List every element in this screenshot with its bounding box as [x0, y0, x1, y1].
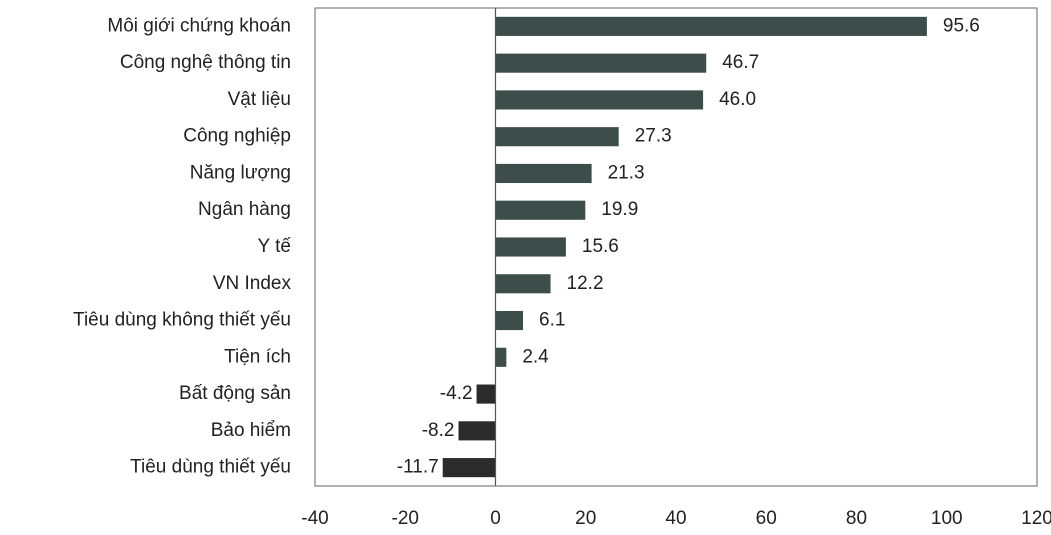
plot-area	[314, 7, 1038, 487]
value-label: 27.3	[635, 126, 672, 147]
value-label: 12.2	[567, 273, 604, 294]
category-label: Tiện ích	[224, 346, 291, 367]
value-label: 95.6	[943, 15, 980, 36]
category-label: Công nghiệp	[183, 126, 291, 147]
bar	[495, 53, 707, 73]
x-tick-label: 60	[756, 508, 777, 529]
category-label: Công nghệ thông tin	[120, 52, 291, 73]
value-label: 6.1	[539, 310, 565, 331]
category-label: Năng lượng	[190, 162, 291, 183]
x-tick-label: -40	[301, 508, 328, 529]
bar	[495, 347, 507, 367]
value-labels: 95.6 46.7 46.0 27.3 21.3 19.9 15.6 12.26.1 2.4 -4…	[397, 15, 980, 477]
bar	[495, 237, 566, 257]
category-label: Bảo hiểm	[211, 420, 291, 441]
x-tick-label: 80	[846, 508, 867, 529]
category-label: Vật liệu	[228, 89, 291, 110]
value-label: -11.7	[397, 457, 439, 478]
x-tick-label: 40	[665, 508, 686, 529]
category-label: Y tế	[258, 236, 292, 257]
bar	[476, 384, 496, 404]
bar	[495, 163, 592, 184]
category-label: Bất động sản	[179, 383, 291, 404]
category-label: VN Index	[213, 273, 292, 294]
x-tick-labels: -40 -20 0 20 40 60 80 100 120	[301, 508, 1051, 529]
value-label: 46.7	[722, 52, 759, 73]
bar	[495, 200, 586, 220]
bar	[495, 90, 704, 110]
value-label: -8.2	[422, 420, 455, 441]
category-label: Tiêu dùng thiết yếu	[130, 457, 291, 478]
bar	[442, 458, 496, 478]
value-label: 19.9	[601, 199, 638, 220]
value-label: 2.4	[522, 346, 549, 367]
bar	[495, 310, 524, 331]
value-label: 15.6	[582, 236, 619, 257]
bar	[458, 421, 496, 441]
value-label: 21.3	[608, 162, 645, 183]
x-tick-label: -20	[392, 508, 419, 529]
category-label: Ngân hàng	[198, 199, 291, 220]
value-label: -4.2	[440, 383, 473, 404]
category-labels: Môi giới chứng khoán Công nghệ thông tin V…	[73, 15, 291, 477]
bar	[495, 127, 619, 147]
category-label: Môi giới chứng khoán	[107, 15, 291, 36]
x-tick-label: 120	[1021, 508, 1051, 529]
category-label: Tiêu dùng không thiết yếu	[73, 310, 291, 331]
bars-group	[442, 16, 927, 478]
bar	[495, 274, 551, 294]
value-label: 46.0	[719, 89, 756, 110]
bar	[495, 16, 927, 36]
x-tick-label: 0	[490, 508, 501, 529]
x-tick-label: 100	[931, 508, 963, 529]
x-tick-label: 20	[575, 508, 596, 529]
